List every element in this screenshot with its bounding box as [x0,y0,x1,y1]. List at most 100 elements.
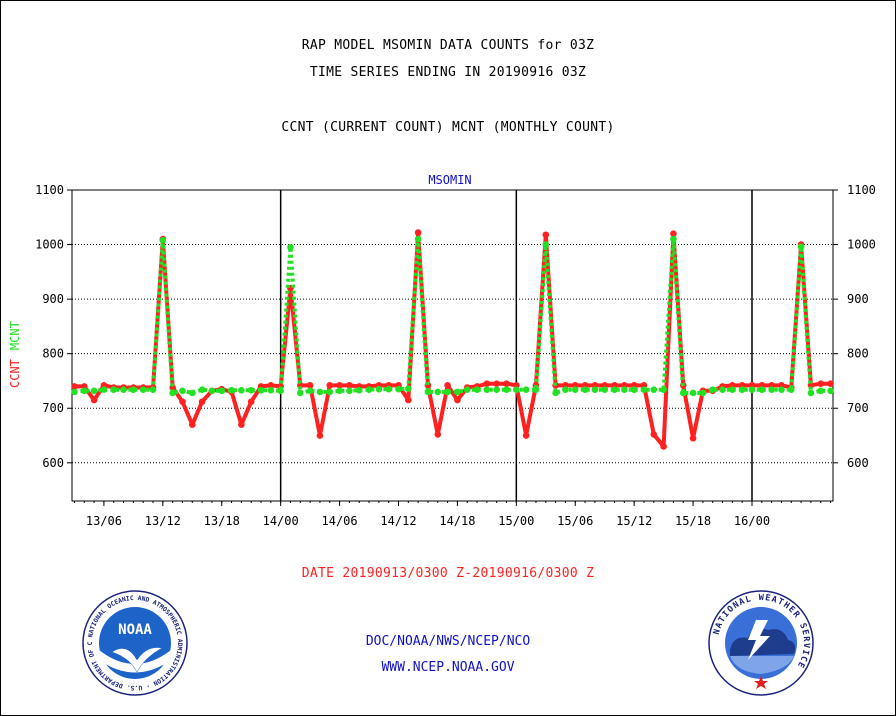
data-point-ccnt [542,231,550,239]
data-point-mcnt [316,388,324,396]
chart-subtitle: CCNT (CURRENT COUNT) MCNT (MONTHLY COUNT… [281,120,615,135]
data-point-mcnt [306,387,314,395]
y-tick-label-right: 700 [847,401,869,415]
grid-lines [72,244,833,464]
chart-series-title: MSOMIN [428,173,471,187]
nws-logo: NATIONAL WEATHER SERVICE [708,590,814,696]
day-boundary-lines [279,190,753,501]
data-point-mcnt [709,386,717,393]
data-point-mcnt [139,386,147,393]
data-point-ccnt [405,396,412,404]
data-point-mcnt [257,386,265,394]
data-point-mcnt [90,387,98,395]
data-point-mcnt [100,386,108,393]
data-point-mcnt [405,385,412,392]
x-tick-label: 15/00 [498,514,534,528]
data-point-mcnt [591,386,599,393]
x-tick-label: 13/12 [145,514,181,528]
data-point-mcnt [552,389,559,397]
data-point-mcnt [817,387,825,395]
noaa-logo: NOAA NATIONAL OCEANIC AND ATMOSPHERIC AD… [82,590,188,696]
data-point-ccnt [483,380,491,387]
data-point-mcnt [267,386,275,394]
data-point-mcnt [277,387,284,395]
data-point-mcnt [188,389,196,397]
data-point-ccnt [316,432,324,439]
y-axis-left: 600 700 800 900 1000 1100 [35,183,72,470]
y-axis-right: 600 700 800 900 1000 1100 [833,183,876,470]
data-point-mcnt [247,386,255,394]
data-point-mcnt [238,386,245,394]
y-tick-label-left: 700 [42,401,64,415]
data-point-mcnt [385,385,392,393]
data-point-mcnt [621,386,628,393]
svg-text:NOAA: NOAA [118,622,152,638]
data-point-mcnt [768,386,775,393]
data-point-mcnt [454,388,461,396]
data-point-mcnt [159,236,167,244]
data-point-mcnt [110,386,118,393]
data-point-mcnt [444,388,451,396]
data-point-ccnt [179,398,186,405]
data-point-ccnt [336,382,343,389]
data-point-mcnt [483,386,491,393]
data-point-ccnt [71,383,78,390]
data-point-mcnt [679,389,687,397]
y-tick-label-right: 800 [847,347,869,361]
data-point-mcnt [365,386,373,393]
data-point-ccnt [660,443,667,450]
x-tick-label: 14/06 [322,514,358,528]
data-point-ccnt [434,431,442,438]
x-tick-label: 14/12 [380,514,416,528]
data-point-mcnt [827,387,834,395]
x-tick-label: 13/18 [204,514,240,528]
data-point-mcnt [463,386,471,393]
y-tick-label-left: 900 [42,292,64,306]
data-point-ccnt [198,398,206,405]
data-point-ccnt [306,382,314,389]
data-point-mcnt [758,386,766,393]
data-point-ccnt [267,382,275,389]
data-point-mcnt [640,386,648,393]
data-point-ccnt [90,396,98,404]
data-point-mcnt [807,389,815,397]
data-point-mcnt [297,389,304,397]
data-point-mcnt [149,386,157,393]
y-tick-label-left: 600 [42,456,64,470]
data-point-mcnt [287,243,294,251]
data-point-ccnt [503,380,510,387]
footer-url: WWW.NCEP.NOAA.GOV [381,660,515,675]
data-point-ccnt [454,396,461,404]
data-point-mcnt [208,387,216,395]
svg-text:CCNTMCNT: CCNT MCNT [8,321,22,388]
data-point-mcnt [228,386,235,394]
data-point-mcnt [473,386,481,393]
chart-title-line2: TIME SERIES ENDING IN 20190916 03Z [309,65,587,80]
data-point-mcnt [699,389,707,397]
data-point-mcnt [395,385,402,393]
data-point-mcnt [542,241,550,248]
data-point-mcnt [336,387,343,395]
data-point-mcnt [689,389,697,397]
x-tick-label: 15/18 [675,514,711,528]
data-point-ccnt [522,432,530,439]
data-point-ccnt [238,421,245,428]
data-point-mcnt [424,388,432,396]
data-point-mcnt [748,386,756,393]
data-point-ccnt [689,434,697,442]
data-point-ccnt [670,230,677,237]
data-point-mcnt [375,385,383,393]
data-point-mcnt [630,386,638,393]
data-point-mcnt [581,386,589,393]
x-tick-label: 15/12 [616,514,652,528]
data-point-ccnt [247,398,255,405]
data-point-mcnt [513,386,520,393]
data-point-mcnt [355,386,363,394]
y-tick-label-left: 1000 [35,238,64,252]
y-tick-label-right: 1000 [847,238,876,252]
data-point-mcnt [660,386,667,393]
data-point-mcnt [346,387,353,395]
x-tick-label: 15/06 [557,514,593,528]
x-tick-label: 13/06 [86,514,122,528]
data-point-mcnt [562,386,569,393]
